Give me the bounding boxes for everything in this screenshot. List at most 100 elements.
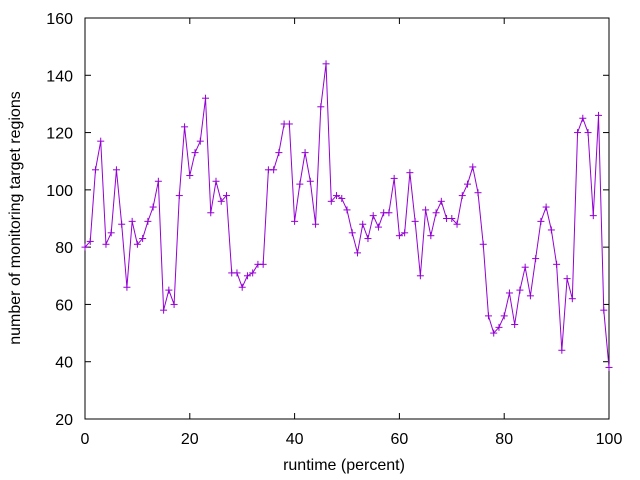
data-point: [432, 209, 440, 217]
data-point: [589, 212, 597, 220]
data-point: [196, 137, 204, 145]
data-point: [291, 217, 299, 225]
data-point: [568, 295, 576, 303]
data-point: [81, 243, 89, 251]
data-point: [448, 215, 456, 222]
data-point: [453, 220, 461, 228]
y-tick-label: 160: [46, 11, 73, 28]
data-point: [212, 177, 220, 185]
y-axis-label: number of monitoring target regions: [7, 91, 24, 344]
data-point: [285, 120, 293, 128]
data-point: [249, 269, 257, 277]
data-point: [348, 229, 356, 237]
data-point: [532, 255, 540, 263]
data-point: [322, 60, 330, 68]
data-point: [385, 209, 393, 217]
y-tick-label: 80: [55, 240, 73, 257]
x-tick-label: 60: [391, 431, 409, 448]
data-point: [175, 192, 183, 200]
series-line: [84, 63, 610, 368]
data-point: [427, 232, 435, 240]
data-point: [584, 129, 592, 137]
data-point: [422, 206, 430, 214]
data-point: [505, 289, 513, 297]
data-point: [123, 283, 131, 291]
data-point: [191, 149, 199, 157]
data-point: [511, 320, 519, 328]
y-tick-label: 100: [46, 183, 73, 200]
data-point: [338, 194, 346, 202]
data-point: [479, 240, 487, 248]
data-point: [222, 192, 230, 200]
data-point: [186, 172, 194, 180]
data-point: [558, 346, 566, 354]
data-point: [374, 223, 382, 231]
data-point: [133, 240, 141, 248]
data-point: [217, 197, 225, 205]
data-point: [144, 217, 152, 225]
data-point: [500, 312, 508, 320]
x-tick-label: 100: [596, 431, 623, 448]
data-point: [537, 217, 545, 225]
data-point: [259, 260, 267, 268]
y-tick-label: 60: [55, 297, 73, 314]
data-point: [369, 212, 377, 220]
data-point: [107, 229, 115, 237]
data-point: [102, 240, 110, 248]
x-tick-label: 0: [81, 431, 90, 448]
x-tick-label: 40: [286, 431, 304, 448]
data-point: [233, 269, 241, 277]
series-group: [81, 60, 613, 371]
data-point: [118, 220, 126, 228]
data-point: [595, 111, 603, 119]
data-point: [275, 149, 283, 157]
data-point: [128, 217, 136, 225]
data-point: [574, 129, 582, 137]
data-point: [401, 229, 409, 237]
data-point: [181, 123, 189, 131]
data-point: [91, 166, 99, 174]
data-point: [207, 209, 215, 217]
data-point: [416, 272, 424, 280]
data-point: [521, 263, 529, 271]
data-point: [542, 203, 550, 211]
data-point: [437, 197, 445, 205]
data-point: [411, 217, 419, 225]
data-point: [333, 192, 341, 200]
data-point: [484, 312, 492, 320]
data-point: [605, 363, 613, 371]
x-axis: 0 20 40 60 80 100: [81, 18, 623, 448]
data-point: [458, 192, 466, 200]
data-point: [359, 220, 367, 228]
data-point: [390, 174, 398, 182]
data-point: [353, 249, 361, 257]
y-tick-label: 40: [55, 355, 73, 372]
data-point: [469, 163, 477, 171]
data-point: [296, 180, 304, 188]
data-point: [600, 306, 608, 314]
data-point: [97, 137, 105, 145]
x-tick-label: 80: [495, 431, 513, 448]
y-tick-label: 120: [46, 126, 73, 143]
data-point: [306, 177, 314, 185]
data-point: [343, 206, 351, 214]
data-point: [160, 306, 168, 314]
data-point: [238, 283, 246, 291]
data-point: [490, 329, 498, 337]
x-tick-label: 20: [181, 431, 199, 448]
data-point: [86, 237, 94, 245]
data-point: [243, 272, 251, 280]
data-point: [495, 323, 503, 331]
data-point: [270, 166, 278, 174]
data-point: [406, 169, 414, 177]
data-point: [464, 180, 472, 188]
data-point: [301, 149, 309, 157]
data-point: [139, 235, 147, 243]
data-point: [317, 103, 325, 111]
data-point: [364, 235, 372, 243]
data-point: [327, 197, 335, 205]
data-point: [112, 166, 120, 174]
data-point: [474, 189, 482, 197]
y-axis: 20 40 60 80 100 120 140 160: [46, 11, 609, 429]
